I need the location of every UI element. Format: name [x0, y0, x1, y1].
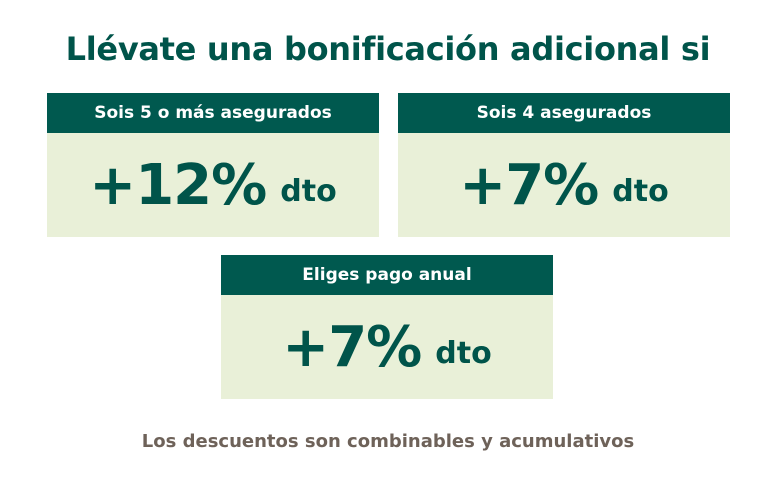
footer-note: Los descuentos son combinables y acumula…	[141, 431, 635, 452]
page-title: Llévate una bonificación adicional si	[65, 30, 711, 68]
discount-unit: dto	[435, 335, 492, 371]
card-header: Sois 5 o más asegurados	[47, 93, 379, 133]
discount-unit: dto	[280, 173, 337, 209]
discount-value: +7%	[459, 152, 599, 218]
card-body: +12% dto	[47, 133, 379, 237]
card-header: Sois 4 asegurados	[398, 93, 730, 133]
discount-card-annual-payment: Eliges pago anual +7% dto	[221, 255, 553, 399]
discount-card-five-plus: Sois 5 o más asegurados +12% dto	[47, 93, 379, 237]
discount-value: +12%	[89, 152, 267, 218]
discount-value: +7%	[282, 314, 422, 380]
discount-unit: dto	[612, 173, 669, 209]
card-body: +7% dto	[221, 295, 553, 399]
discount-card-four: Sois 4 asegurados +7% dto	[398, 93, 730, 237]
card-body: +7% dto	[398, 133, 730, 237]
card-header: Eliges pago anual	[221, 255, 553, 295]
